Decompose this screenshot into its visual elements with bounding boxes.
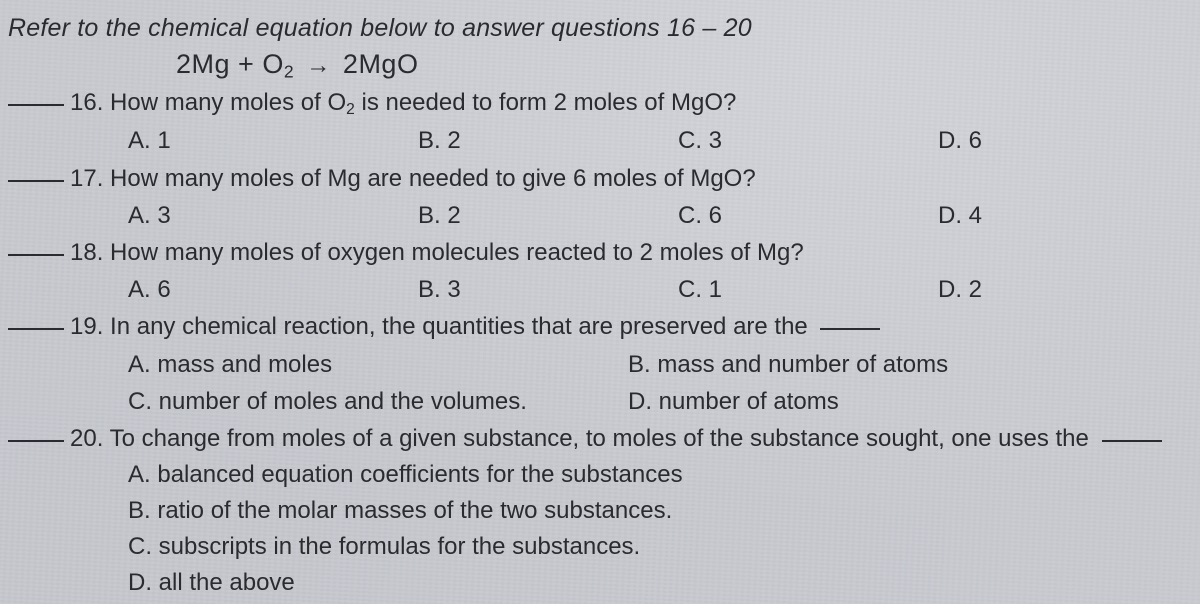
option-c: C. number of moles and the volumes.: [128, 383, 628, 420]
option-b: B. mass and number of atoms: [628, 346, 1182, 383]
question-text-post: is needed to form 2 moles of MgO?: [355, 89, 737, 116]
question-number: 19.: [70, 313, 103, 340]
fill-blank: [1102, 440, 1162, 442]
option-d: D. 2: [938, 271, 1138, 308]
question-text: In any chemical reaction, the quantities…: [110, 313, 808, 340]
question-text: How many moles of O: [110, 89, 346, 116]
fill-blank: [820, 328, 880, 330]
answer-blank[interactable]: [8, 328, 64, 330]
option-b: B. ratio of the molar masses of the two …: [128, 493, 1182, 529]
option-a: A. balanced equation coefficients for th…: [128, 457, 1182, 493]
question-17-options: A. 3 B. 2 C. 6 D. 4: [128, 197, 1182, 234]
question-number: 20.: [70, 425, 103, 452]
question-20: 20. To change from moles of a given subs…: [6, 420, 1182, 457]
question-text: How many moles of oxygen molecules react…: [110, 239, 804, 266]
option-d: D. 4: [938, 197, 1138, 234]
answer-blank[interactable]: [8, 180, 64, 182]
option-c: C. subscripts in the formulas for the su…: [128, 529, 1182, 565]
option-b: B. 3: [418, 271, 678, 308]
option-a: A. mass and moles: [128, 346, 628, 383]
option-c: C. 3: [678, 122, 938, 159]
option-b: B. 2: [418, 122, 678, 159]
answer-blank[interactable]: [8, 104, 64, 106]
question-20-options: A. balanced equation coefficients for th…: [128, 457, 1182, 601]
option-d: D. all the above: [128, 565, 1182, 601]
eq-lhs1: 2Mg: [176, 49, 230, 79]
answer-blank[interactable]: [8, 440, 64, 442]
worksheet-page: Refer to the chemical equation below to …: [0, 0, 1200, 601]
eq-arrow-icon: →: [302, 52, 335, 79]
eq-rhs: 2MgO: [343, 49, 419, 79]
question-16-options: A. 1 B. 2 C. 3 D. 6: [128, 122, 1182, 159]
question-18-options: A. 6 B. 3 C. 1 D. 2: [128, 271, 1182, 308]
eq-lhs2: O: [262, 49, 284, 79]
eq-lhs2-sub: 2: [284, 61, 294, 81]
question-19-options: A. mass and moles B. mass and number of …: [128, 346, 1182, 420]
question-number: 18.: [70, 239, 103, 266]
question-text: To change from moles of a given substanc…: [110, 425, 1089, 452]
question-number: 17.: [70, 165, 103, 192]
o2-subscript: 2: [346, 101, 355, 118]
option-d: D. number of atoms: [628, 383, 1182, 420]
question-19: 19. In any chemical reaction, the quanti…: [6, 308, 1182, 345]
question-16: 16. How many moles of O2 is needed to fo…: [6, 84, 1182, 122]
chemical-equation: 2Mg + O2 → 2MgO: [176, 49, 1182, 82]
option-a: A. 6: [128, 271, 418, 308]
question-text: How many moles of Mg are needed to give …: [110, 165, 756, 192]
option-c: C. 1: [678, 271, 938, 308]
option-d: D. 6: [938, 122, 1138, 159]
option-a: A. 3: [128, 197, 418, 234]
option-b: B. 2: [418, 197, 678, 234]
option-a: A. 1: [128, 122, 418, 159]
question-number: 16.: [70, 89, 103, 116]
answer-blank[interactable]: [8, 254, 64, 256]
eq-plus: +: [230, 49, 262, 79]
question-18: 18. How many moles of oxygen molecules r…: [6, 234, 1182, 271]
instruction-text: Refer to the chemical equation below to …: [8, 14, 1182, 43]
question-17: 17. How many moles of Mg are needed to g…: [6, 160, 1182, 197]
option-c: C. 6: [678, 197, 938, 234]
